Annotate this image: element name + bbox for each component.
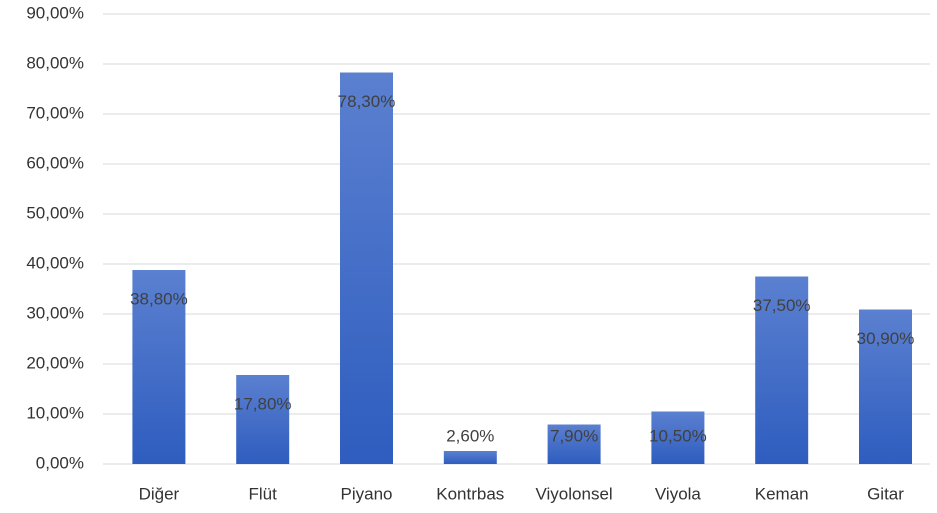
x-tick-label: Diğer: [139, 484, 180, 503]
y-tick-label: 60,00%: [26, 153, 84, 172]
bar: [755, 276, 809, 464]
y-tick-label: 40,00%: [26, 253, 84, 272]
data-label: 7,90%: [550, 426, 598, 445]
data-label: 37,50%: [753, 296, 811, 315]
y-tick-label: 10,00%: [26, 403, 84, 422]
y-tick-label: 20,00%: [26, 353, 84, 372]
x-tick-label: Flüt: [249, 484, 278, 503]
x-tick-label: Piyano: [341, 484, 393, 503]
bar: [340, 72, 393, 464]
x-tick-label: Keman: [755, 484, 809, 503]
y-tick-label: 70,00%: [26, 103, 84, 122]
bar: [859, 309, 912, 464]
x-tick-label: Viyola: [655, 484, 702, 503]
bar: [236, 375, 290, 464]
data-label: 30,90%: [857, 329, 915, 348]
bar: [547, 424, 601, 464]
x-tick-label: Kontrbas: [436, 484, 504, 503]
y-tick-label: 90,00%: [26, 3, 84, 22]
y-tick-label: 0,00%: [36, 453, 84, 472]
data-label: 10,50%: [649, 426, 707, 445]
data-label: 2,60%: [446, 426, 494, 445]
x-tick-label: Gitar: [867, 484, 904, 503]
data-label: 17,80%: [234, 394, 292, 413]
y-tick-label: 30,00%: [26, 303, 84, 322]
x-tick-label: Viyolonsel: [536, 484, 613, 503]
data-label: 78,30%: [338, 92, 396, 111]
bar: [132, 270, 186, 464]
y-tick-label: 80,00%: [26, 53, 84, 72]
bar: [443, 451, 497, 464]
data-label: 38,80%: [130, 289, 188, 308]
bar: [651, 411, 705, 464]
y-tick-label: 50,00%: [26, 203, 84, 222]
